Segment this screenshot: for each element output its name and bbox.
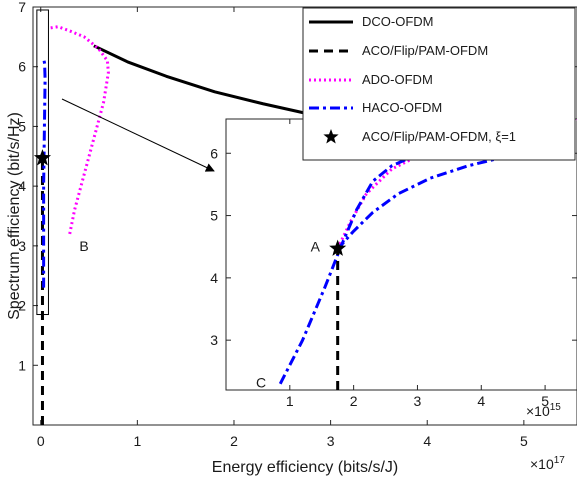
inset-x-tick-label: 1 [286, 393, 294, 409]
main-y-tick-label: 2 [18, 298, 26, 314]
main-aco-flip-pam-ofdm-1-point [33, 149, 52, 166]
inset-x-tick-label: 5 [541, 393, 549, 409]
legend-star-marker [323, 129, 339, 144]
zoom-arrow [61, 98, 215, 172]
main-haco-ofdm-line [42, 60, 47, 288]
inset-aco-flip-pam-ofdm-1-point [329, 239, 347, 256]
main-x-tick-label: 2 [230, 433, 238, 449]
inset-ado-ofdm-line [336, 119, 577, 250]
main-x-tick-label: 1 [133, 433, 141, 449]
main-y-tick-label: 5 [18, 118, 26, 134]
main-x-exponent-power: 17 [554, 455, 566, 466]
legend: DCO-OFDM ACO/Flip/PAM-OFDM ADO-OFDM HACO… [302, 7, 576, 161]
inset-x-exponent-base: ×10 [526, 403, 550, 419]
annotations-group: B A C [79, 238, 320, 391]
annotation-label-b: B [79, 238, 88, 254]
inset-y-tick-label: 6 [210, 145, 218, 161]
y-axis-label: Spectrum efficiency (bit/s/Hz) [6, 112, 23, 320]
legend-haco-label: HACO-OFDM [362, 100, 442, 115]
main-x-exponent: ×1017 [530, 455, 565, 472]
main-y-tick-label: 6 [18, 59, 26, 75]
inset-x-exponent: ×1015 [526, 402, 561, 419]
inset-x-tick-label: 2 [350, 393, 358, 409]
legend-ado-label: ADO-OFDM [362, 72, 433, 87]
main-ado-ofdm-line [50, 25, 110, 235]
inset-y-tick-label: 4 [210, 270, 218, 286]
main-plot-frame [32, 6, 577, 426]
inset-x-tick-label: 3 [414, 393, 422, 409]
legend-box [302, 7, 576, 161]
main-x-tick-label: 3 [327, 433, 335, 449]
main-y-tick-label: 4 [18, 178, 26, 194]
main-y-tick-label: 3 [18, 238, 26, 254]
inset-plot-frame [225, 118, 577, 391]
main-x-exponent-base: ×10 [530, 456, 554, 472]
inset-y-tick-label: 5 [210, 208, 218, 224]
main-x-tick-label: 0 [37, 433, 45, 449]
legend-dco-label: DCO-OFDM [362, 14, 434, 29]
main-y-tick-label: 1 [18, 357, 26, 373]
inset-ticks-group: 1 2 3 4 5 3 4 5 6 [210, 119, 577, 409]
inset-x-exponent-power: 15 [550, 402, 562, 413]
main-y-tick-label: 7 [18, 0, 26, 15]
inset-x-tick-label: 4 [477, 393, 485, 409]
inset-haco-ofdm-line [278, 144, 525, 385]
zoom-region-box [36, 9, 49, 316]
main-x-tick-label: 5 [520, 433, 528, 449]
x-axis-label: Energy efficiency (bits/s/J) [212, 459, 398, 476]
annotation-label-a: A [311, 239, 321, 255]
inset-series-group [278, 119, 577, 390]
main-x-tick-label: 4 [423, 433, 431, 449]
legend-star-label: ACO/Flip/PAM-OFDM, ξ=1 [362, 129, 516, 144]
inset-y-tick-label: 3 [210, 332, 218, 348]
annotation-label-c: C [256, 375, 266, 391]
legend-aco-label: ACO/Flip/PAM-OFDM [362, 43, 488, 58]
